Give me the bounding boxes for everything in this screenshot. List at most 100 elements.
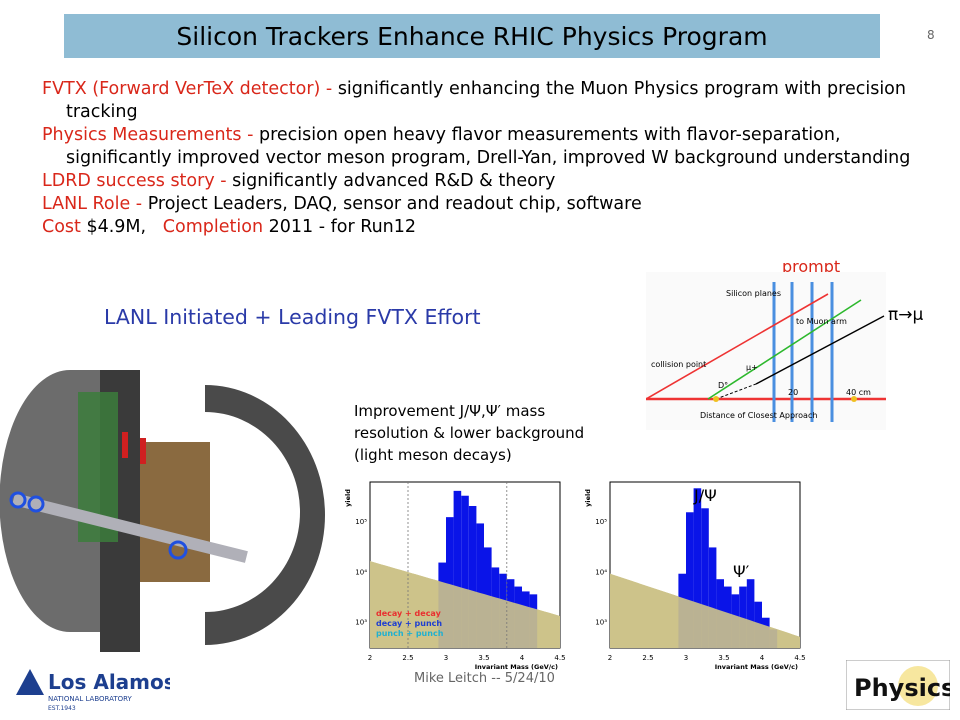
x-tick-label: 3.5	[478, 654, 489, 662]
x-tick-label: 2	[608, 654, 612, 662]
x-tick-label: 3	[684, 654, 688, 662]
x-tick-label: 4.5	[794, 654, 805, 662]
tracking-diagram: Silicon planes to Muon arm collision poi…	[646, 272, 886, 430]
y-axis-label: yield	[584, 489, 592, 507]
collision-point-label: collision point	[651, 360, 706, 369]
prompt-label: prompt	[782, 257, 841, 276]
detector-core	[140, 442, 210, 582]
lanl-logo: Los Alamos NATIONAL LABORATORY EST.1943	[16, 669, 170, 712]
x-tick-label: 2.5	[402, 654, 413, 662]
x-tick-label: 4.5	[554, 654, 565, 662]
beam-pipe	[12, 493, 248, 563]
physics-logo-text: Physics	[854, 674, 950, 702]
dca-label: Distance of Closest Approach	[700, 411, 817, 420]
bullet-ldrd: LDRD success story - significantly advan…	[42, 170, 922, 193]
x-tick-label: 3.5	[718, 654, 729, 662]
y-tick-label: 10⁵	[595, 518, 607, 526]
signal-bar	[446, 517, 454, 648]
signal-bar	[453, 490, 462, 648]
x-tick-label: 2.5	[642, 654, 653, 662]
legend-entry: punch + punch	[376, 629, 444, 638]
bullet-fvtx: FVTX (Forward VerTeX detector) - signifi…	[42, 78, 922, 124]
footer-author: Mike Leitch -- 5/24/10	[414, 671, 555, 686]
silicon-planes-label: Silicon planes	[726, 289, 781, 298]
lanl-logo-est: EST.1943	[48, 705, 76, 712]
mass-plot-1: 2 2.5 3 3.5 4 4.5 10³ 10⁴ 10⁵ Invariant Mass (GeV…	[344, 481, 566, 670]
signal-bar	[476, 523, 484, 648]
collision-point-marker	[713, 396, 719, 402]
tick-40: 40 cm	[846, 388, 871, 397]
bullet-list: FVTX (Forward VerTeX detector) - signifi…	[42, 78, 922, 239]
x-tick-label: 2	[368, 654, 372, 662]
signal-bar	[746, 579, 755, 648]
y-tick-label: 10⁴	[355, 568, 367, 576]
tick-20: 20	[788, 388, 798, 397]
mu-plus-label: μ+	[746, 363, 758, 372]
bullet-head: Physics Measurements -	[42, 125, 259, 145]
bullet-body: significantly advanced R&D & theory	[232, 171, 556, 191]
y-tick-label: 10⁴	[595, 568, 607, 576]
lanl-logo-mark	[16, 669, 44, 695]
improvement-line: resolution & lower background	[354, 424, 585, 442]
lanl-lead-text: LANL Initiated + Leading FVTX Effort	[104, 305, 481, 329]
bullet-cost: Cost $4.9M, Completion 2011 - for Run12	[42, 216, 922, 239]
signal-bar	[693, 488, 702, 648]
prompt-track	[646, 293, 829, 400]
d-meson-label: D°	[718, 381, 728, 390]
bullet-body: Project Leaders, DAQ, sensor and readout…	[147, 194, 642, 214]
physics-logo-swirl	[898, 666, 938, 706]
ring-marker	[27, 495, 45, 513]
legend-entry: decay + decay	[376, 609, 442, 618]
bullet-head: FVTX (Forward VerTeX detector) -	[42, 79, 338, 99]
marker	[851, 396, 857, 402]
jpsi-label: J/Ψ	[694, 486, 717, 505]
muon-track	[755, 315, 885, 385]
signal-bar	[701, 508, 709, 648]
title-bar: Silicon Trackers Enhance RHIC Physics Pr…	[64, 14, 880, 58]
improvement-line: (light meson decays)	[354, 446, 512, 464]
ring-marker	[9, 491, 27, 509]
ring-marker	[168, 540, 188, 560]
psi-prime-label: Ψ′	[733, 562, 750, 581]
red-sensor	[140, 438, 146, 464]
fvtx-detector-illustration	[0, 370, 325, 652]
lanl-logo-sub: NATIONAL LABORATORY	[48, 695, 133, 703]
legend-entry: decay + punch	[376, 619, 442, 628]
y-tick-label: 10³	[355, 619, 367, 627]
bullet-body: precision open heavy flavor measurements…	[66, 125, 911, 168]
physics-logo: Physics	[846, 660, 950, 710]
bullet-head: LDRD success story -	[42, 171, 233, 191]
improvement-line: Improvement J/Ψ,Ψ′ mass	[354, 402, 546, 420]
y-tick-label: 10⁵	[355, 518, 367, 526]
bullet-physics: Physics Measurements - precision open he…	[42, 124, 922, 170]
slide-title: Silicon Trackers Enhance RHIC Physics Pr…	[176, 21, 768, 51]
x-tick-label: 4	[760, 654, 765, 662]
pi-mu-label: π→μ	[888, 305, 924, 325]
charm-track	[707, 299, 862, 400]
y-tick-label: 10³	[595, 619, 607, 627]
cost-value: $4.9M,	[80, 217, 163, 237]
signal-bar	[708, 547, 717, 648]
bullet-lanl-role: LANL Role - Project Leaders, DAQ, sensor…	[42, 193, 922, 216]
decay-track	[715, 383, 757, 400]
signal-bar	[739, 586, 747, 648]
mass-plot-2: 2 2.5 3 3.5 4 4.5 10³ 10⁴ 10⁵ Invariant Mass (GeV…	[584, 481, 806, 670]
detector-shell-left	[0, 370, 100, 632]
red-sensor	[122, 432, 128, 458]
background-overlay	[610, 573, 800, 648]
y-axis-label: yield	[344, 489, 352, 507]
diagram-bg	[646, 272, 886, 430]
background-overlay	[370, 561, 560, 648]
x-axis-label: Invariant Mass (GeV/c)	[715, 663, 798, 670]
to-muon-arm-label: to Muon arm	[796, 317, 847, 326]
slide-number: 8	[927, 28, 935, 42]
completion-value: 2011 - for Run12	[263, 217, 417, 237]
x-tick-label: 4	[520, 654, 525, 662]
x-axis-label: Invariant Mass (GeV/c)	[475, 663, 558, 670]
completion-label: Completion	[162, 217, 264, 237]
signal-bar	[686, 512, 694, 648]
lanl-logo-name: Los Alamos	[48, 670, 170, 694]
cost-label: Cost	[42, 217, 81, 237]
signal-bar	[468, 505, 477, 648]
detector-shell-right	[205, 385, 325, 645]
